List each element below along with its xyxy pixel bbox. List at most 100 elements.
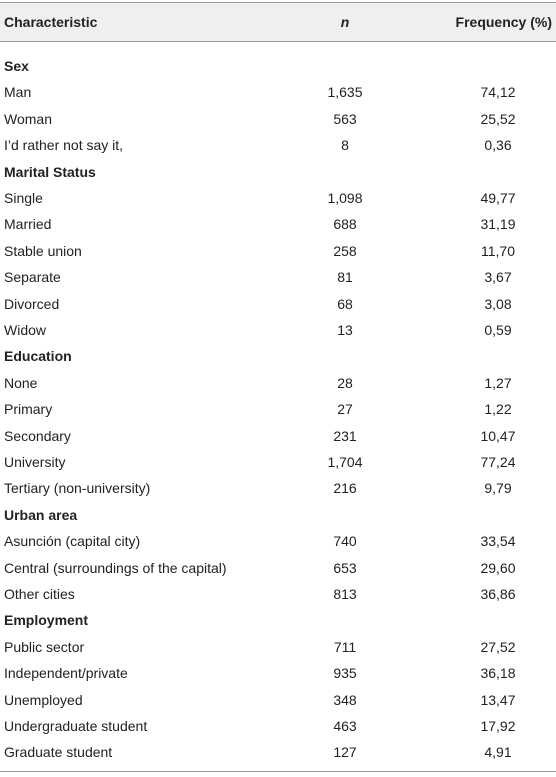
cell: Woman [4,110,52,127]
header-row: Characteristic n Frequency (%) [0,2,556,42]
cell: 1,22 [484,401,512,418]
cell: 17,92 [480,718,516,734]
data-row: I’d rather not say it, 8 0,36 [0,132,556,158]
section-row: Urban area [0,502,556,528]
cell: 81 [337,269,353,286]
data-row: Independent/private 935 36,18 [0,660,556,686]
cell: 1,27 [484,374,512,391]
section-row: Sex [0,53,556,79]
cell: Public sector [4,638,85,655]
cell: Divorced [4,295,60,312]
cell: 563 [333,110,357,127]
cell: Undergraduate student [4,718,148,734]
cell: 74,12 [480,84,516,101]
cell: 13,47 [480,691,516,708]
cell: 68 [337,295,353,312]
data-row: None 28 1,27 [0,370,556,396]
data-row: Woman 563 25,52 [0,106,556,132]
data-row: Central (surroundings of the capital) 653… [0,555,556,581]
cell: 4,91 [484,744,512,761]
data-row: Public sector 711 27,52 [0,634,556,660]
section-title: Marital Status [4,163,96,180]
cell: 28 [337,374,353,391]
cell: 935 [333,665,357,682]
data-row: Tertiary (non-university) 216 9,79 [0,475,556,501]
cell: 36,86 [480,586,516,602]
cell: Graduate student [4,744,113,761]
data-row: Separate 81 3,67 [0,264,556,290]
cell: Single [4,190,43,206]
section-row: Marital Status [0,159,556,185]
cell: 711 [333,638,357,655]
cell: Tertiary (non-university) [4,480,151,497]
data-row: Asunción (capital city) 740 33,54 [0,528,556,554]
cell: 3,08 [484,295,512,312]
cell: Stable union [4,242,82,259]
cell: 653 [333,559,357,576]
cell: 216 [333,480,357,497]
cell: 3,67 [484,269,512,286]
cell: 258 [333,242,357,259]
header-cell: Characteristic [4,14,98,30]
cell: 27 [337,401,353,418]
section-title: Sex [4,58,29,74]
cell: 813 [333,586,357,602]
section-row: Employment [0,607,556,633]
cell: 8 [341,137,349,154]
data-row: Single 1,098 49,77 [0,185,556,211]
data-row: Undergraduate student 463 17,92 [0,713,556,739]
cell: 0,36 [484,137,512,154]
cell: I’d rather not say it, [4,137,124,154]
cell: Central (surroundings of the capital) [4,559,227,576]
section-title: Employment [4,612,89,629]
data-row: Married 688 31,19 [0,211,556,237]
cell: None [4,374,38,391]
cell: 740 [333,533,357,550]
cell: 463 [333,718,357,734]
cell: 127 [333,744,357,761]
section-title: Education [4,348,72,365]
cell: 9,79 [484,480,512,497]
data-row: Secondary 231 10,47 [0,423,556,449]
data-row: Unemployed 348 13,47 [0,687,556,713]
cell: Married [4,216,52,233]
cell: Widow [4,322,47,338]
cell: 25,52 [480,110,516,127]
data-row: Primary 27 1,22 [0,396,556,422]
cell: Independent/private [4,665,128,682]
cell: 0,59 [484,322,512,338]
cell: 348 [333,691,357,708]
header-cell: n [340,14,350,30]
cell: 10,47 [480,427,516,444]
bottom-rule [0,771,556,772]
section-title: Urban area [4,506,78,523]
cell: Asunción (capital city) [4,533,141,550]
cell: Secondary [4,427,71,444]
cell: 13 [337,322,353,338]
cell: 1,704 [327,454,363,470]
cell: 27,52 [480,638,516,655]
data-row: Widow 13 0,59 [0,317,556,343]
cell: 688 [333,216,357,233]
cell: Unemployed [4,691,83,708]
cell: Primary [4,401,53,418]
data-row: Graduate student 127 4,91 [0,739,556,765]
cell: 1,098 [327,190,363,206]
cell: Man [4,84,32,101]
cell: Separate [4,269,61,286]
cell: 77,24 [480,454,516,470]
data-row: University 1,704 77,24 [0,449,556,475]
data-row: Stable union 258 11,70 [0,238,556,264]
data-row: Divorced 68 3,08 [0,291,556,317]
cell: 36,18 [480,665,516,682]
header-cell: Frequency (%) [455,14,552,30]
cell: 31,19 [480,216,516,233]
section-row: Education [0,343,556,369]
cell: 33,54 [480,533,516,550]
data-row: Man 1,635 74,12 [0,79,556,105]
data-row: Other cities 813 36,86 [0,581,556,607]
cell: University [4,454,66,470]
cell: Other cities [4,586,75,602]
